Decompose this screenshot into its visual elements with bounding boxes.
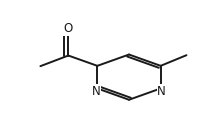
Text: N: N <box>157 85 166 98</box>
Text: N: N <box>92 85 101 98</box>
Text: O: O <box>64 22 73 35</box>
